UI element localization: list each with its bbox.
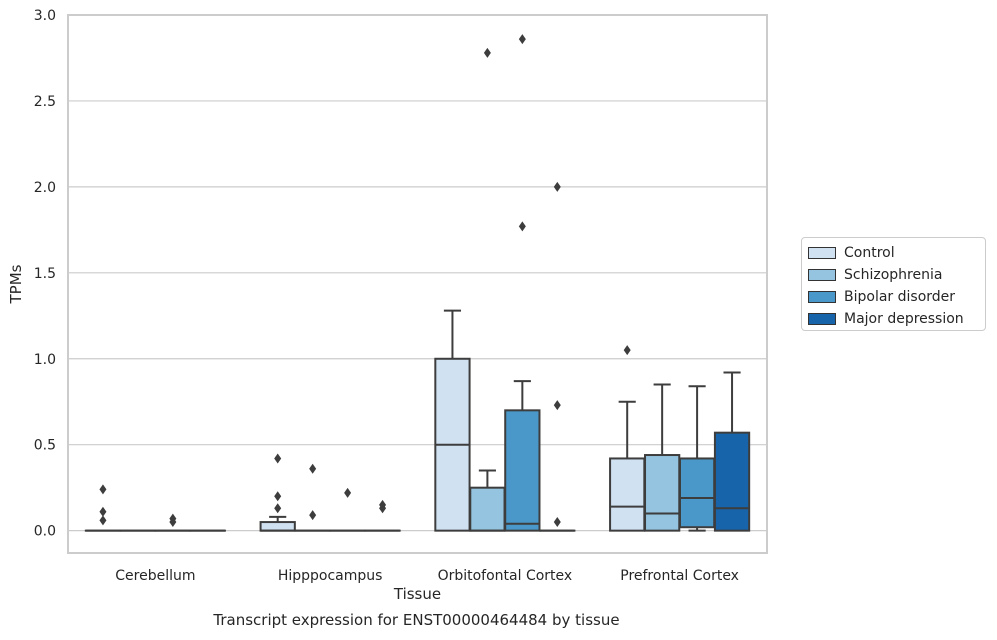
outlier-point [518,221,526,232]
outlier-point [518,34,526,45]
outlier-point [309,463,317,474]
x-axis-label: Tissue [393,585,441,603]
legend-swatch-major-depression [808,313,836,325]
x-tick-label: Prefrontal Cortex [620,568,739,584]
outlier-point [344,487,352,498]
x-tick-label: Orbitofontal Cortex [438,568,573,584]
outlier-point [99,515,107,526]
y-tick-label: 2.5 [34,94,56,110]
legend-item-schizophrenia: Schizophrenia [808,264,985,286]
box [609,457,646,532]
box [504,409,541,532]
x-tick-label: Hipppocampus [278,568,383,584]
legend-label: Bipolar disorder [844,289,956,305]
outlier-point [553,517,561,528]
legend-swatch-control [808,247,836,259]
outlier-point [274,503,282,514]
outlier-point [379,503,387,514]
legend: Control Schizophrenia Bipolar disorder M… [801,237,986,331]
legend-label: Control [844,245,895,261]
outlier-point [99,506,107,517]
outlier-point [623,345,631,356]
legend-item-control: Control [808,242,985,264]
outlier-point [553,400,561,411]
legend-item-bipolar-disorder: Bipolar disorder [808,286,985,308]
box [644,454,681,532]
legend-label: Schizophrenia [844,267,943,283]
y-tick-label: 3.0 [34,8,56,24]
outlier-point [274,453,282,464]
y-tick-label: 2.0 [34,180,56,196]
outlier-point [483,47,491,58]
box [678,457,716,529]
outlier-point [274,491,282,502]
legend-swatch-bipolar-disorder [808,291,836,303]
legend-label: Major depression [844,311,964,327]
outlier-point [553,181,561,192]
box [469,486,506,532]
y-axis-label: TPMs [7,264,25,304]
legend-swatch-schizophrenia [808,269,836,281]
y-tick-label: 0.0 [34,524,56,540]
y-tick-label: 1.5 [34,266,56,282]
y-tick-label: 0.5 [34,438,56,454]
legend-item-major-depression: Major depression [808,308,985,330]
chart-caption: Transcript expression for ENST0000046448… [213,611,620,629]
outlier-point [99,484,107,495]
box [259,521,296,532]
outlier-point [309,510,317,521]
plot-border [67,14,768,554]
outlier-point [169,517,177,528]
y-tick-label: 1.0 [34,352,56,368]
x-tick-label: Cerebellum [115,568,195,584]
box [713,431,751,532]
